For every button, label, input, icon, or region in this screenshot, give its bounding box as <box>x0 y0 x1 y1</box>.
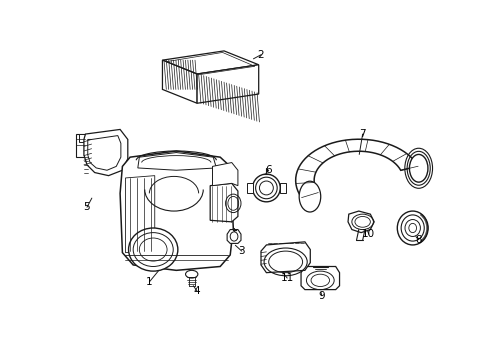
Polygon shape <box>197 65 258 103</box>
Polygon shape <box>261 242 310 273</box>
Text: 9: 9 <box>318 291 325 301</box>
Polygon shape <box>212 163 238 186</box>
Text: 3: 3 <box>238 246 244 256</box>
Text: 10: 10 <box>362 229 375 239</box>
Polygon shape <box>87 136 121 170</box>
Polygon shape <box>120 151 233 270</box>
Text: 5: 5 <box>83 202 90 212</box>
Ellipse shape <box>299 181 320 212</box>
Polygon shape <box>347 211 373 233</box>
Polygon shape <box>280 183 285 193</box>
Polygon shape <box>125 176 154 253</box>
Ellipse shape <box>185 270 198 278</box>
Polygon shape <box>76 134 85 157</box>
Text: 7: 7 <box>359 129 365 139</box>
Polygon shape <box>84 130 127 176</box>
Text: 1: 1 <box>146 277 152 287</box>
Text: 11: 11 <box>280 273 293 283</box>
Polygon shape <box>226 230 241 243</box>
Polygon shape <box>295 139 417 198</box>
Ellipse shape <box>396 211 427 245</box>
Ellipse shape <box>412 159 424 177</box>
Polygon shape <box>79 134 85 142</box>
Text: 6: 6 <box>265 165 271 175</box>
Text: 4: 4 <box>193 286 200 296</box>
Polygon shape <box>210 183 238 222</box>
Ellipse shape <box>408 154 427 182</box>
Polygon shape <box>246 183 252 193</box>
Ellipse shape <box>252 174 280 202</box>
Ellipse shape <box>302 186 317 207</box>
Polygon shape <box>138 153 216 170</box>
Text: 2: 2 <box>257 50 264 60</box>
Ellipse shape <box>128 228 178 271</box>
Polygon shape <box>162 51 258 74</box>
Polygon shape <box>301 266 339 289</box>
Polygon shape <box>162 60 197 103</box>
Text: 8: 8 <box>414 235 421 244</box>
